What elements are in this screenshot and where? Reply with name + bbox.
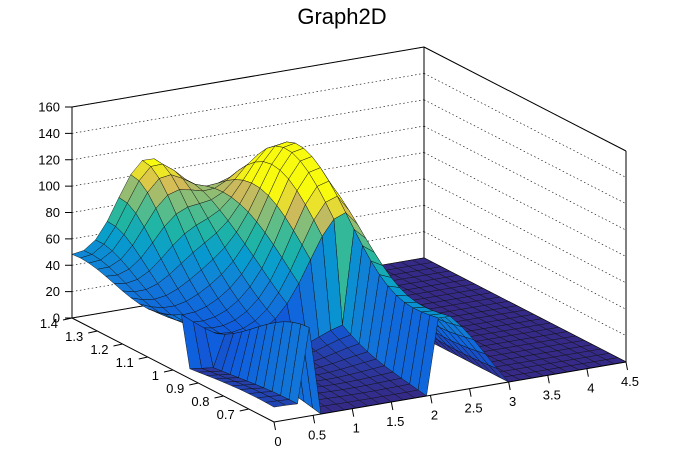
y-tick-label: 1.1 [116, 355, 134, 370]
x-tick-label: 0.5 [308, 427, 326, 442]
y-tick-label: 1.4 [40, 316, 58, 331]
y-tick-label: 0.8 [191, 394, 209, 409]
y-tick-label: 0.7 [217, 407, 235, 422]
y-tick-mark [163, 369, 174, 373]
z-tick-label: 80 [46, 205, 60, 220]
y-tick-mark [113, 343, 123, 347]
z-gridline-side [423, 204, 627, 310]
y-tick-mark [62, 317, 73, 321]
y-tick-mark [239, 408, 249, 412]
x-tick-mark [469, 388, 472, 397]
y-tick-label: 1.3 [65, 329, 83, 344]
x-tick-mark [390, 401, 394, 411]
z-gridline-side [423, 99, 627, 205]
frame-edge [423, 46, 627, 152]
x-tick-mark [586, 368, 589, 377]
x-tick-label: 3.5 [543, 387, 561, 402]
x-tick-label: 2 [431, 407, 438, 422]
x-tick-mark [547, 375, 550, 384]
x-tick-mark [351, 408, 355, 417]
z-tick-label: 40 [46, 258, 60, 273]
y-tick-mark [189, 382, 199, 386]
x-tick-label: 1.5 [386, 414, 404, 429]
x-tick-mark [429, 395, 433, 404]
z-tick-label: 20 [46, 284, 60, 299]
surface-mesh [71, 141, 627, 415]
surface-cell [265, 400, 286, 408]
z-gridline-back [71, 99, 425, 161]
y-tick-label: 1 [152, 368, 159, 383]
y-tick-label: 0.9 [166, 381, 184, 396]
z-gridline-side [423, 125, 627, 231]
x-tick-mark [312, 415, 316, 424]
z-axis: 0 20 40 60 80 100 120 140 160 [38, 100, 72, 326]
z-gridline-side [423, 178, 627, 284]
z-tick-label: 100 [38, 179, 60, 194]
x-tick-label: 4.5 [621, 374, 639, 389]
x-tick-mark [625, 361, 628, 371]
x-tick-label: 2.5 [465, 401, 483, 416]
frame-edge [273, 361, 627, 423]
y-tick-label: 1.2 [90, 342, 108, 357]
z-tick-label: 160 [38, 100, 60, 115]
y-tick-mark [88, 330, 98, 334]
z-gridline-side [423, 152, 627, 257]
z-tick-label: 140 [38, 126, 60, 141]
chart-title: Graph2D [297, 4, 386, 29]
x-tick-label: 4 [587, 381, 594, 396]
z-tick-label: 0 [53, 311, 60, 326]
x-axis: 0 0.5 1 1.5 2 2.5 3 3.5 4 4.5 [273, 361, 639, 449]
frame-edge [71, 46, 425, 108]
z-gridline-side [423, 231, 627, 336]
x-tick-label: 1 [353, 421, 360, 436]
z-gridline-back [71, 73, 425, 134]
x-tick-mark [508, 381, 511, 391]
x-tick-label: 3 [509, 394, 516, 409]
z-gridline-side [423, 73, 627, 178]
y-axis: 0.7 0.8 0.9 1 1.1 1.2 1.3 1.4 [40, 316, 249, 422]
z-tick-label: 60 [46, 231, 60, 246]
y-tick-mark [138, 356, 148, 360]
z-tick-label: 120 [38, 152, 60, 167]
y-tick-mark [214, 395, 224, 399]
x-tick-mark [273, 421, 276, 431]
x-tick-label: 0 [274, 434, 281, 449]
